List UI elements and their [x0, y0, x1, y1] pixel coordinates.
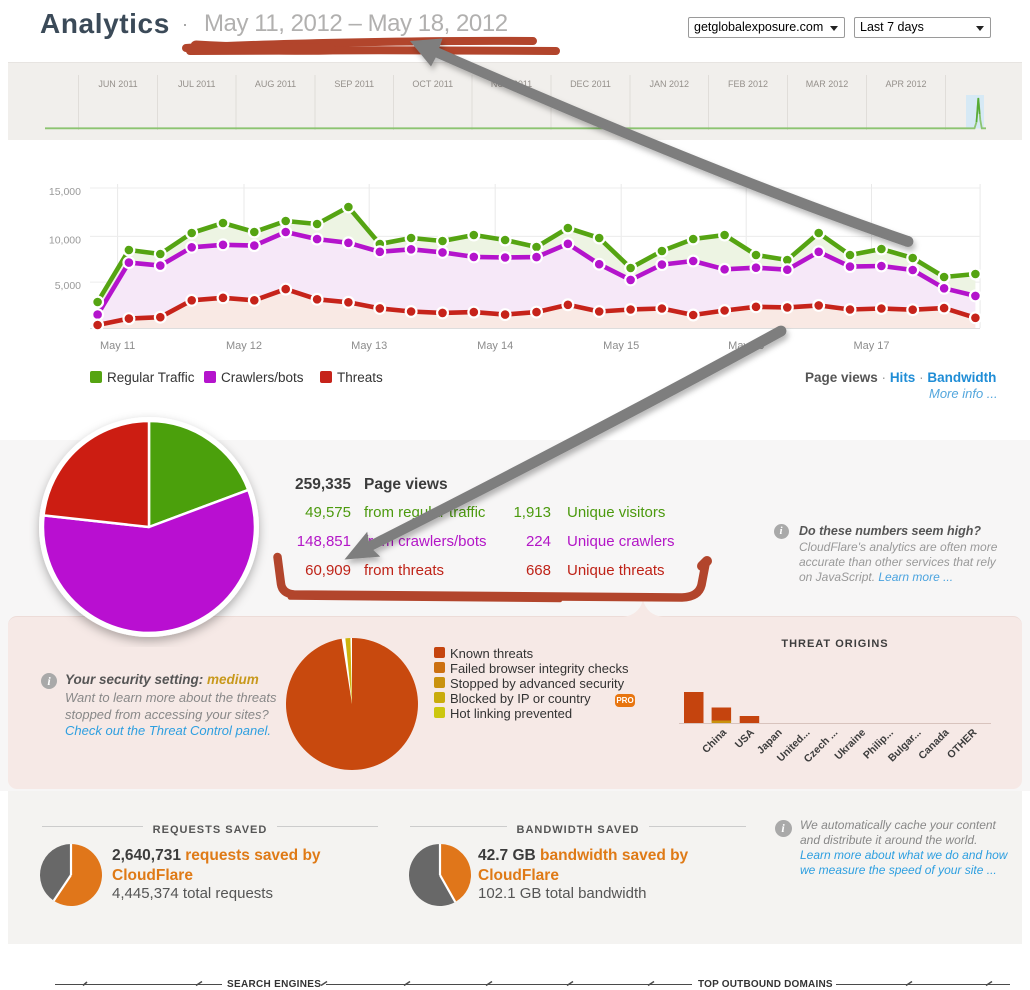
svg-text:THREAT ORIGINS: THREAT ORIGINS [781, 638, 888, 650]
svg-text:China: China [700, 727, 729, 756]
svg-text:May 13: May 13 [351, 340, 387, 352]
svg-text:USA: USA [733, 726, 757, 750]
svg-text:May 11: May 11 [100, 340, 135, 352]
svg-text:10,000: 10,000 [49, 234, 81, 246]
svg-text:May 15: May 15 [603, 340, 639, 352]
svg-text:JUN 2011: JUN 2011 [98, 79, 137, 89]
svg-text:SEP 2011: SEP 2011 [334, 79, 374, 89]
svg-text:15,000: 15,000 [49, 186, 81, 198]
svg-text:May 12: May 12 [226, 340, 262, 352]
svg-text:May 16: May 16 [728, 340, 764, 352]
svg-text:May 17: May 17 [853, 340, 889, 352]
svg-text:Ukraine: Ukraine [832, 727, 868, 763]
svg-text:AUG 2011: AUG 2011 [255, 79, 296, 89]
svg-text:OTHER: OTHER [945, 726, 980, 761]
svg-text:JUL 2011: JUL 2011 [178, 79, 216, 89]
svg-text:May 14: May 14 [477, 340, 513, 352]
svg-text:Canada: Canada [916, 727, 951, 762]
svg-text:5,000: 5,000 [55, 280, 81, 292]
